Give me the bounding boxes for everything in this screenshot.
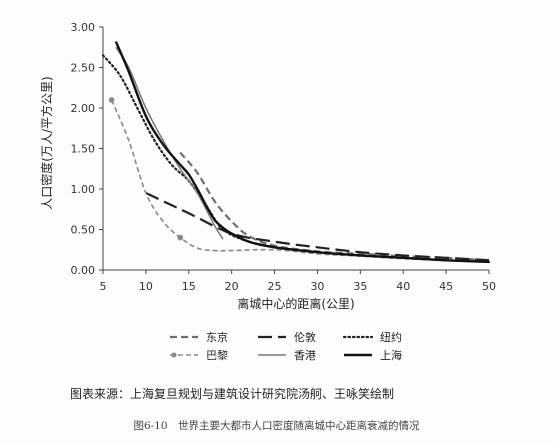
legend-label: 香港 — [294, 349, 316, 362]
x-tick-label: 20 — [225, 280, 239, 293]
y-tick-label: 3.00 — [71, 21, 96, 34]
x-tick-label: 50 — [482, 280, 496, 293]
y-tick-label: 2.50 — [71, 62, 96, 75]
y-tick-label: 1.50 — [71, 143, 96, 156]
y-tick-label: 1.00 — [71, 183, 96, 196]
x-tick-label: 35 — [353, 280, 367, 293]
legend-label: 上海 — [380, 348, 402, 362]
legend-label: 纽约 — [380, 330, 402, 344]
axes: 0.00 0.50 1.00 1.50 2.00 2.50 3.00 5 10 15 20 25 30 3… — [71, 21, 497, 293]
series-marker — [177, 234, 183, 241]
source-note: 图表来源：上海复旦规划与建筑设计研究院汤舸、王咏笑绘制 — [70, 387, 395, 401]
x-tick-label: 45 — [439, 280, 453, 293]
y-tick-label: 0.50 — [71, 224, 96, 237]
y-tick-label: 0.00 — [71, 264, 96, 277]
legend-label: 东京 — [206, 330, 228, 344]
legend-label: 伦敦 — [294, 330, 316, 344]
legend-label: 巴黎 — [206, 348, 228, 362]
x-tick-label: 15 — [182, 280, 196, 293]
series-marker — [108, 97, 115, 103]
series-line-0 — [179, 151, 490, 262]
series-line-5 — [114, 41, 490, 264]
legend-marker — [171, 352, 177, 358]
x-tick-label: 30 — [310, 280, 324, 293]
series-line-3 — [110, 99, 490, 263]
series-line-1 — [145, 192, 490, 262]
x-tick-label: 40 — [396, 280, 410, 293]
x-tick-label: 25 — [268, 280, 282, 293]
series-line-2 — [101, 54, 491, 263]
x-axis-title: 离城中心的距离(公里) — [237, 296, 354, 311]
series-layer — [101, 41, 491, 264]
y-axis-title: 人口密度(万人/平方公里) — [39, 76, 54, 209]
series-line-4 — [115, 46, 224, 240]
y-tick-label: 2.00 — [71, 102, 96, 115]
x-tick-label: 5 — [100, 280, 107, 293]
figure-caption: 图6-10 世界主要大都市人口密度随离城中心距离衰减的情况 — [133, 420, 420, 432]
x-tick-label: 10 — [139, 280, 153, 293]
